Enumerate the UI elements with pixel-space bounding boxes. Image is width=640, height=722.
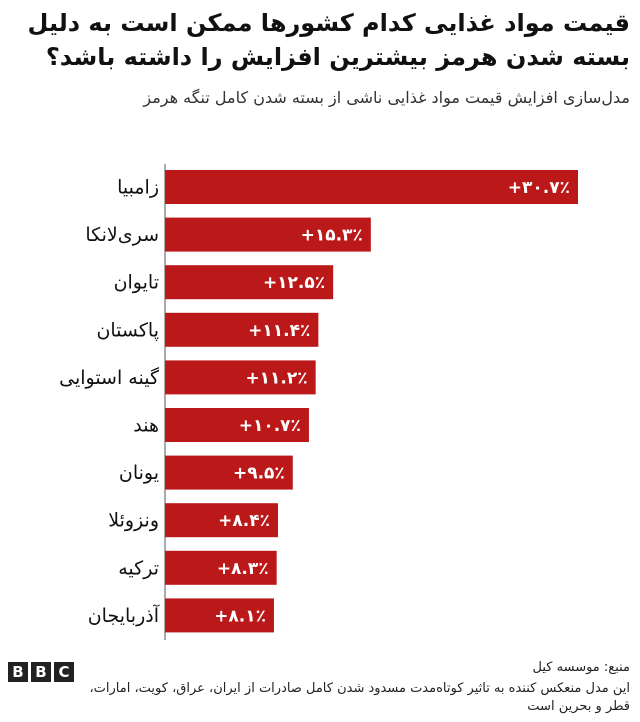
category-label: تایوان: [114, 272, 159, 294]
bar: [165, 217, 371, 252]
bar: [165, 360, 316, 395]
bar: [165, 503, 279, 538]
category-label: گینه استوایی: [59, 366, 160, 389]
category-label: یونان: [119, 462, 159, 484]
chart-subtitle: مدل‌سازی افزایش قیمت مواد غذایی ناشی از …: [143, 88, 630, 107]
bar: [165, 455, 293, 490]
value-label: +۸.۴٪: [218, 511, 270, 531]
logo-letter: B: [8, 662, 28, 682]
category-label: ترکیه: [118, 557, 159, 579]
logo-letter: B: [31, 662, 51, 682]
value-label: +۸.۳٪: [217, 559, 269, 579]
value-label: +۱۵.۳٪: [301, 226, 363, 246]
category-label: هند: [133, 415, 159, 437]
category-label: آذربایجان: [88, 603, 160, 627]
category-label: زامبیا: [117, 177, 159, 199]
logo: B B C: [8, 662, 74, 682]
bar: [165, 170, 578, 204]
source: منبع: موسسه کیل: [532, 660, 630, 675]
bar: [165, 312, 319, 347]
chart: زامبیا +۳۰.۷٪ سری‌لانکا +۱۵.۳٪ تایوان +۱۲.۵٪ پ…: [59, 164, 578, 640]
bar: [165, 598, 274, 633]
note: این مدل منعکس کننده به تاثیر کوتاه‌مدت م…: [89, 681, 630, 714]
category-label: ونزوئلا: [108, 510, 159, 532]
bar: [165, 550, 277, 585]
logo-letter: C: [54, 662, 74, 682]
value-label: +۳۰.۷٪: [508, 178, 570, 198]
value-label: +۸.۱٪: [214, 606, 266, 626]
category-label: پاکستان: [96, 319, 159, 341]
value-label: +۱۱.۲٪: [245, 368, 307, 388]
value-label: +۱۱.۴٪: [248, 321, 310, 341]
value-label: +۱۲.۵٪: [263, 273, 325, 293]
bar: [165, 408, 309, 442]
chart-title: قیمت مواد غذایی کدام کشورها ممکن است به …: [27, 9, 630, 71]
value-label: +۱۰.۷٪: [239, 416, 301, 436]
category-label: سری‌لانکا: [85, 224, 159, 246]
bar: [165, 265, 334, 300]
value-label: +۹.۵٪: [233, 464, 285, 484]
